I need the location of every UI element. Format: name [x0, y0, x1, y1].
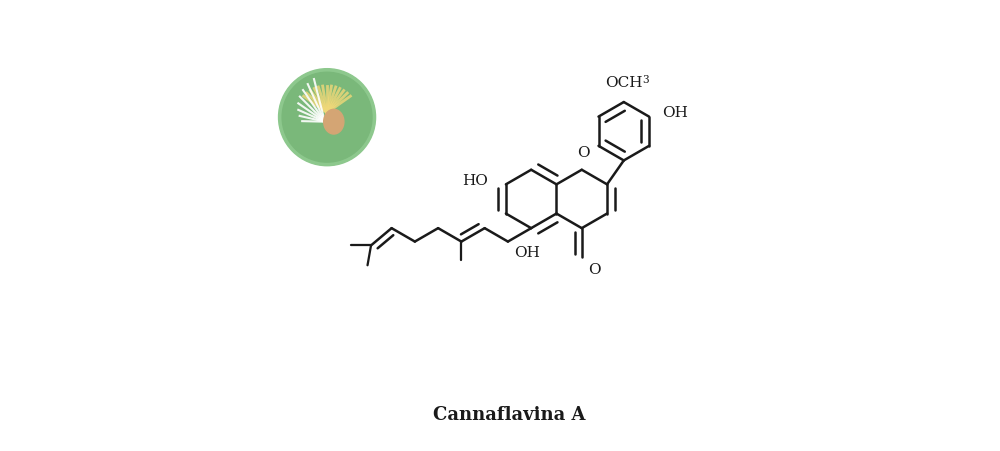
Circle shape: [282, 73, 372, 163]
Text: O: O: [588, 262, 601, 276]
Text: OH: OH: [663, 106, 688, 120]
Text: Cannaflavina A: Cannaflavina A: [433, 405, 585, 423]
Text: HO: HO: [462, 174, 488, 188]
Text: OCH: OCH: [605, 75, 643, 89]
Text: O: O: [577, 145, 590, 159]
Text: 3: 3: [642, 75, 649, 85]
Text: OH: OH: [514, 245, 540, 259]
Ellipse shape: [324, 110, 344, 135]
Circle shape: [279, 69, 376, 166]
